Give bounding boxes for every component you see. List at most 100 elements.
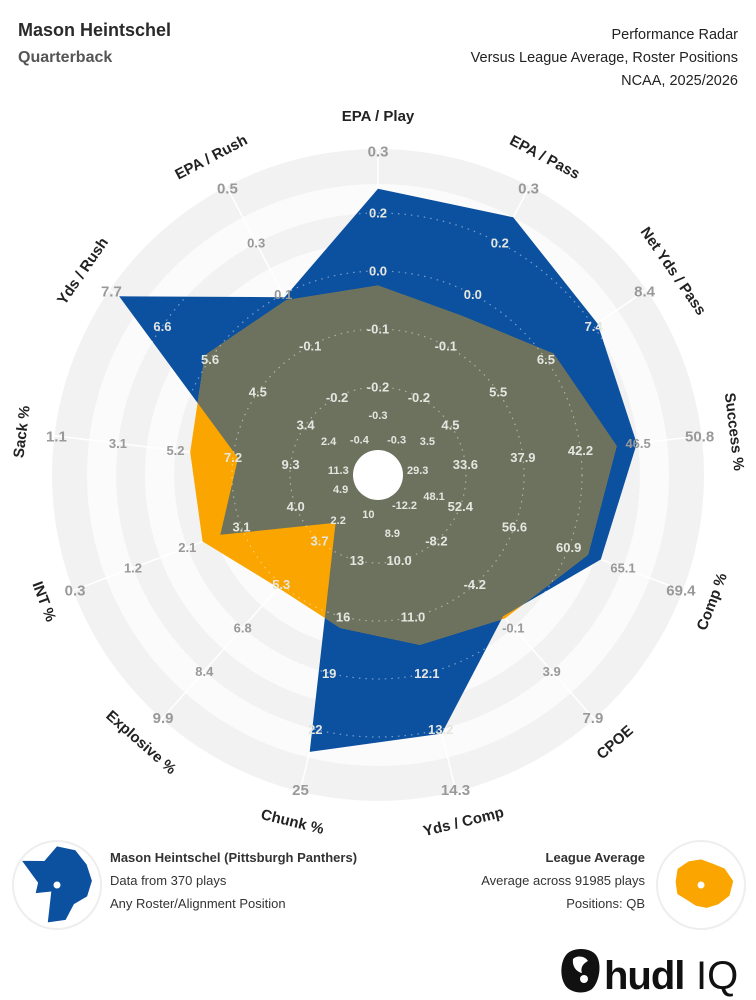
- tick-label: 7.7: [101, 283, 122, 300]
- svg-text:IQ: IQ: [696, 954, 738, 997]
- tick-label: 22: [308, 722, 322, 737]
- tick-label: -0.3: [369, 410, 388, 422]
- tick-label: 8.9: [385, 528, 400, 540]
- tick-label: 9.9: [153, 710, 174, 727]
- tick-label: 0.3: [368, 143, 389, 160]
- tick-label: 2.1: [178, 540, 196, 555]
- tick-label: 5.6: [201, 352, 219, 367]
- tick-label: -0.2: [367, 380, 389, 395]
- tick-label: 7.4: [585, 319, 604, 334]
- tick-label: 48.1: [423, 491, 444, 503]
- report-title: Performance Radar: [611, 27, 738, 43]
- axis-label: EPA / Pass: [507, 132, 583, 183]
- svg-text:hudl: hudl: [604, 954, 684, 997]
- legend-player-line1: Data from 370 plays: [110, 873, 227, 888]
- tick-label: 69.4: [666, 582, 696, 599]
- tick-label: 0.5: [217, 181, 238, 198]
- tick-label: 3.1: [232, 520, 250, 535]
- legend-player-line2: Any Roster/Alignment Position: [110, 896, 286, 911]
- tick-label: 3.1: [109, 436, 127, 451]
- tick-label: 37.9: [510, 450, 535, 465]
- tick-label: -0.4: [350, 435, 370, 447]
- tick-label: 46.5: [625, 436, 650, 451]
- tick-label: -0.2: [408, 390, 430, 405]
- axis-label: CPOE: [593, 722, 636, 763]
- tick-label: 4.9: [333, 484, 348, 496]
- tick-label: 3.7: [311, 534, 329, 549]
- tick-label: 11.3: [328, 465, 349, 477]
- tick-label: -0.1: [435, 338, 457, 353]
- tick-label: 25: [292, 782, 309, 799]
- axis-label: EPA / Rush: [172, 132, 250, 184]
- axis-label: Sack %: [10, 405, 33, 459]
- tick-label: 65.1: [610, 561, 635, 576]
- legend-player-title: Mason Heintschel (Pittsburgh Panthers): [110, 850, 358, 865]
- tick-label: 50.8: [685, 428, 714, 445]
- legend-league-line1: Average across 91985 plays: [481, 873, 645, 888]
- tick-rings: [115, 212, 641, 738]
- tick-label: 0.2: [491, 236, 509, 251]
- tick-ring: [289, 386, 467, 564]
- tick-label: 0.3: [247, 236, 265, 251]
- player-position: Quarterback: [18, 49, 113, 66]
- tick-label: 4.5: [249, 385, 267, 400]
- axis-label: Comp %: [694, 571, 731, 633]
- legend-player-icon: [12, 840, 102, 930]
- tick-label: 0.0: [464, 287, 482, 302]
- tick-label: 5.5: [489, 385, 507, 400]
- tick-label: -0.1: [367, 322, 389, 337]
- tick-label: 8.4: [634, 283, 656, 300]
- legend-league-line2: Positions: QB: [566, 896, 645, 911]
- axis-label: INT %: [28, 579, 59, 624]
- axis-label: Success %: [721, 392, 747, 472]
- tick-label: 1.2: [124, 561, 142, 576]
- tick-ring: [115, 212, 641, 738]
- tick-label: 14.3: [441, 782, 470, 799]
- tick-label: 3.4: [297, 418, 316, 433]
- tick-label: 10: [362, 509, 374, 521]
- tick-label: 52.4: [448, 499, 474, 514]
- tick-label: 60.9: [556, 540, 581, 555]
- axis-label: Yds / Comp: [421, 804, 505, 840]
- tick-label: 33.6: [453, 457, 478, 472]
- tick-label: 3.9: [543, 664, 561, 679]
- hudl-iq-logo: hudl IQ: [561, 949, 738, 997]
- header-left: Mason Heintschel Quarterback: [18, 20, 171, 67]
- tick-label: -4.2: [464, 577, 486, 592]
- tick-label: 6.6: [153, 319, 171, 334]
- tick-label: 0.3: [65, 582, 86, 599]
- tick-label: 3.5: [420, 436, 435, 448]
- tick-label: 2.4: [321, 436, 337, 448]
- tick-label: 0.3: [518, 181, 539, 198]
- legend-league-title: League Average: [545, 850, 645, 865]
- tick-label: -0.3: [387, 435, 406, 447]
- tick-label: -8.2: [425, 534, 447, 549]
- tick-label: 11.0: [401, 609, 426, 624]
- tick-label: -0.2: [326, 390, 348, 405]
- tick-label: 1.1: [46, 428, 67, 445]
- tick-label: 13: [350, 553, 364, 568]
- tick-label: 0.2: [369, 206, 387, 221]
- season-label: NCAA, 2025/2026: [621, 73, 738, 89]
- tick-label: -12.2: [392, 500, 417, 512]
- tick-label: 0.1: [274, 287, 292, 302]
- tick-label: 9.3: [282, 457, 300, 472]
- tick-label: 4.0: [287, 499, 305, 514]
- tick-label: 7.2: [224, 450, 242, 465]
- tick-ring: [231, 328, 525, 622]
- tick-label: 16: [336, 609, 350, 624]
- tick-label: 4.5: [441, 418, 459, 433]
- tick-label: 19: [322, 666, 336, 681]
- legend-player: Mason Heintschel (Pittsburgh Panthers) D…: [110, 846, 357, 915]
- player-name: Mason Heintschel: [18, 20, 172, 40]
- tick-label: -0.1: [299, 338, 321, 353]
- comparison-subtitle: Versus League Average, Roster Positions: [470, 50, 738, 66]
- legend-league: League Average Average across 91985 play…: [481, 846, 645, 915]
- axis-label: EPA / Play: [342, 108, 415, 125]
- tick-label: 29.3: [407, 465, 428, 477]
- tick-label: 0.0: [369, 264, 387, 279]
- center-hole: [353, 450, 403, 500]
- axis-label: Chunk %: [259, 806, 325, 838]
- tick-label: 42.2: [568, 443, 593, 458]
